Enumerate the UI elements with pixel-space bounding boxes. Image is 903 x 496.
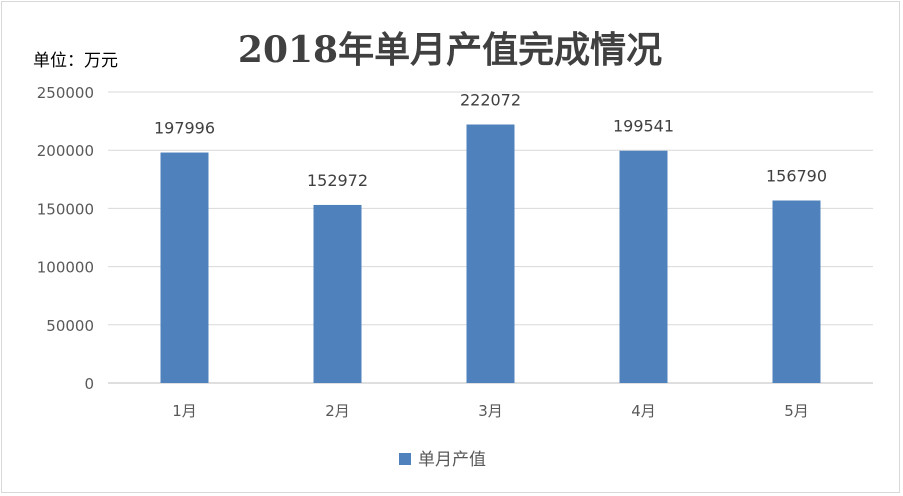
bar — [772, 200, 821, 383]
legend-label: 单月产值 — [418, 450, 486, 470]
data-labels: 197996 152972 222072 199541 156790 — [154, 91, 827, 190]
legend-swatch — [399, 453, 411, 465]
y-tick-label: 0 — [84, 375, 94, 393]
x-tick-label: 2月 — [325, 402, 350, 420]
data-label: 152972 — [307, 171, 368, 190]
x-tick-label: 5月 — [784, 402, 809, 420]
y-tick-label: 250000 — [37, 84, 94, 102]
x-tick-label: 4月 — [631, 402, 656, 420]
x-tick-label: 1月 — [172, 402, 197, 420]
data-label: 156790 — [766, 166, 827, 185]
y-axis-ticks: 0 50000 100000 150000 200000 250000 — [37, 84, 94, 393]
y-tick-label: 100000 — [37, 259, 94, 277]
bar — [619, 150, 668, 383]
data-label: 222072 — [460, 91, 521, 110]
bars — [160, 124, 821, 384]
legend: 单月产值 — [399, 450, 486, 470]
data-label: 199541 — [613, 117, 674, 136]
x-tick-label: 3月 — [478, 402, 503, 420]
bar — [466, 124, 515, 384]
y-tick-label: 150000 — [37, 200, 94, 218]
chart-title: 2018年单月产值完成情况 — [238, 29, 662, 71]
y-tick-label: 50000 — [46, 317, 94, 335]
unit-label: 单位：万元 — [33, 51, 118, 71]
y-tick-label: 200000 — [37, 142, 94, 160]
bar — [160, 152, 209, 383]
x-axis-ticks: 1月 2月 3月 4月 5月 — [172, 402, 809, 420]
data-label: 197996 — [154, 119, 215, 138]
bar — [313, 204, 362, 383]
